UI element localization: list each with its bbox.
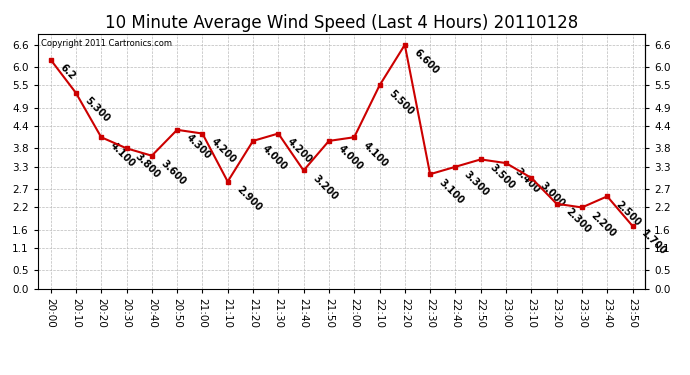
Text: 2.900: 2.900 (235, 184, 264, 213)
Text: 5.500: 5.500 (386, 88, 415, 117)
Text: 6.2: 6.2 (57, 62, 77, 82)
Text: 2.200: 2.200 (589, 210, 618, 239)
Text: 5.300: 5.300 (83, 96, 112, 124)
Text: 4.200: 4.200 (209, 136, 238, 165)
Text: 3.500: 3.500 (488, 162, 516, 191)
Text: 3.300: 3.300 (462, 170, 491, 198)
Text: 4.200: 4.200 (285, 136, 314, 165)
Text: 2.500: 2.500 (614, 199, 643, 228)
Text: 3.100: 3.100 (437, 177, 466, 206)
Text: 4.300: 4.300 (184, 133, 213, 161)
Text: 3.600: 3.600 (159, 159, 188, 187)
Text: 3.000: 3.000 (538, 181, 567, 210)
Text: 4.000: 4.000 (336, 144, 364, 172)
Text: 4.000: 4.000 (260, 144, 288, 172)
Text: Copyright 2011 Cartronics.com: Copyright 2011 Cartronics.com (41, 39, 172, 48)
Text: 3.400: 3.400 (513, 166, 542, 195)
Text: 1.700: 1.700 (640, 229, 668, 258)
Text: 4.100: 4.100 (361, 140, 390, 169)
Title: 10 Minute Average Wind Speed (Last 4 Hours) 20110128: 10 Minute Average Wind Speed (Last 4 Hou… (105, 14, 578, 32)
Text: 2.300: 2.300 (564, 207, 592, 236)
Text: 4.100: 4.100 (108, 140, 137, 169)
Text: 6.600: 6.600 (412, 48, 440, 76)
Text: 3.200: 3.200 (310, 173, 339, 202)
Text: 3.800: 3.800 (133, 151, 162, 180)
